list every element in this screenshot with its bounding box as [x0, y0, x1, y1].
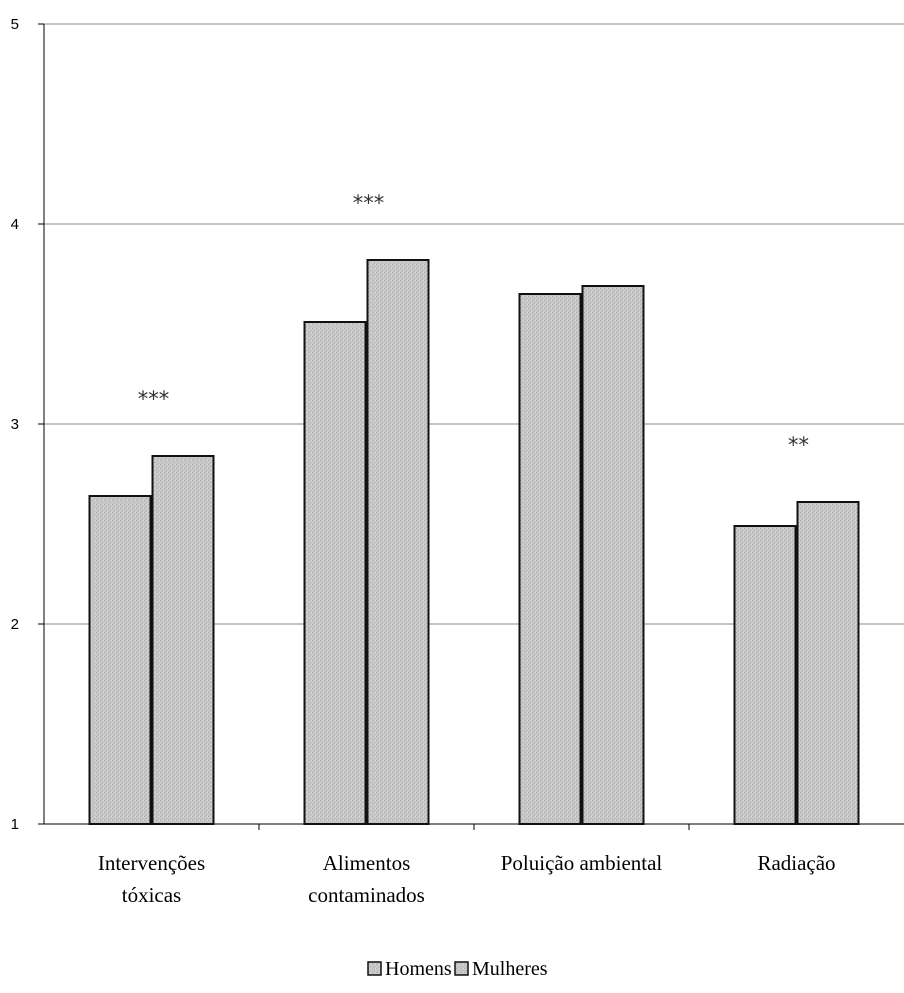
y-tick-label-3: 3	[11, 416, 19, 433]
significance-annotation-3: **	[788, 433, 809, 457]
category-label-line: Poluição ambiental	[501, 851, 663, 875]
bar-mulheres-0	[151, 455, 215, 825]
y-tick-label-1: 1	[11, 816, 19, 833]
bar-homens-0	[88, 495, 152, 825]
category-label-line: Intervenções	[98, 851, 205, 875]
bar-homens-3	[733, 525, 797, 825]
category-label-2: Poluição ambiental	[501, 851, 663, 875]
legend-label-homens: Homens	[385, 958, 452, 980]
legend-swatch-homens	[367, 961, 382, 976]
y-tick-label-4: 4	[11, 216, 19, 233]
category-label-line: contaminados	[308, 883, 425, 907]
category-label-3: Radiação	[757, 851, 835, 875]
significance-annotation-0: ***	[138, 387, 170, 411]
category-label-line: Alimentos	[323, 851, 411, 875]
category-label-0: Intervenções tóxicas	[98, 851, 205, 907]
category-label-line: tóxicas	[122, 883, 181, 907]
bar-mulheres-2	[581, 285, 645, 825]
y-tick-label-5: 5	[11, 16, 19, 33]
category-label-1: Alimentos contaminados	[308, 851, 425, 907]
category-label-line: Radiação	[757, 851, 835, 875]
legend: Homens Mulheres	[367, 958, 548, 980]
bars	[88, 259, 860, 825]
bar-mulheres-1	[366, 259, 430, 825]
legend-label-mulheres: Mulheres	[472, 958, 548, 980]
bar-homens-2	[518, 293, 582, 825]
labels: 1 2 3 4 5 *** Intervenções tóxicas *** Alimentos c…	[11, 16, 836, 907]
significance-annotation-1: ***	[353, 191, 385, 215]
bar-homens-1	[303, 321, 367, 825]
bar-mulheres-3	[796, 501, 860, 825]
y-tick-label-2: 2	[11, 616, 19, 633]
legend-swatch-mulheres	[454, 961, 469, 976]
